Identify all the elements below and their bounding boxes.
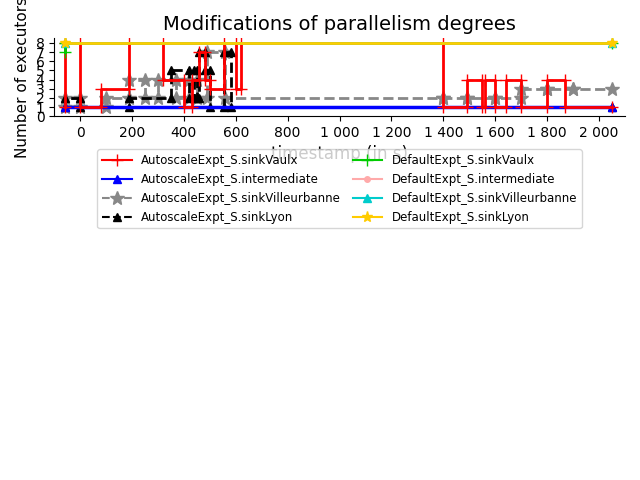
- Title: Modifications of parallelism degrees: Modifications of parallelism degrees: [163, 15, 516, 34]
- Y-axis label: Number of executors: Number of executors: [15, 0, 30, 158]
- X-axis label: timestamp (in s): timestamp (in s): [271, 145, 408, 164]
- Legend: AutoscaleExpt_S.sinkVaulx, AutoscaleExpt_S.intermediate, AutoscaleExpt_S.sinkVil: AutoscaleExpt_S.sinkVaulx, AutoscaleExpt…: [97, 149, 582, 228]
